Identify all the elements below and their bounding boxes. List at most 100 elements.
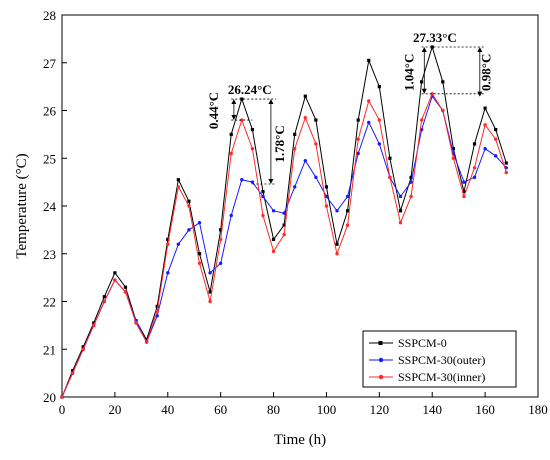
data-point <box>250 128 254 132</box>
data-point <box>356 137 360 141</box>
data-point <box>483 147 487 151</box>
series-2 <box>60 92 508 399</box>
data-point <box>504 170 508 175</box>
data-point <box>166 242 170 246</box>
y-tick-label: 28 <box>43 8 56 23</box>
data-point <box>388 156 392 160</box>
legend-label: SSPCM-30(outer) <box>398 353 485 367</box>
data-point <box>472 142 477 146</box>
annotation-arrowhead <box>477 91 483 97</box>
annotation-label: 0.44°C <box>206 92 221 129</box>
data-point <box>493 154 498 158</box>
data-point <box>123 285 128 289</box>
data-point <box>261 190 265 194</box>
data-point <box>208 290 212 294</box>
y-tick-label: 25 <box>43 151 56 166</box>
data-point <box>271 249 276 254</box>
data-point <box>462 194 466 199</box>
legend-marker <box>378 357 384 363</box>
data-point <box>229 151 233 156</box>
data-point <box>367 120 371 125</box>
data-point <box>303 115 307 120</box>
data-point <box>367 99 371 103</box>
data-point <box>282 232 286 237</box>
x-axis-label: Time (h) <box>274 432 326 448</box>
data-point <box>250 147 255 151</box>
data-point <box>113 278 117 282</box>
data-point <box>60 395 64 399</box>
data-point <box>430 92 434 96</box>
data-point <box>240 118 244 122</box>
data-point <box>483 123 487 127</box>
data-point <box>261 194 265 199</box>
data-point <box>197 221 202 225</box>
data-point <box>314 118 318 122</box>
y-axis-label: Temperature (°C) <box>14 153 30 258</box>
data-point <box>208 299 212 304</box>
annotation-arrowhead <box>268 179 274 185</box>
annotation-label: 27.33°C <box>413 30 457 45</box>
data-point <box>483 106 487 110</box>
data-point <box>155 309 159 313</box>
data-point <box>451 147 455 151</box>
data-point <box>398 194 403 199</box>
data-point <box>92 323 96 328</box>
data-point <box>176 178 180 182</box>
x-tick-label: 80 <box>267 402 280 417</box>
axis-ticks: 0 20 40 60 80 100 120 140 160 1802021222324252627… <box>43 8 548 417</box>
data-point <box>314 175 318 180</box>
data-point <box>218 237 223 242</box>
data-point <box>166 271 170 275</box>
data-point <box>229 213 233 218</box>
data-point <box>441 80 445 84</box>
legend-label: SSPCM-30(inner) <box>398 370 485 384</box>
data-point <box>377 118 382 122</box>
data-point <box>197 261 202 265</box>
x-tick-label: 40 <box>161 402 174 417</box>
data-point <box>219 228 223 232</box>
data-point <box>335 252 339 256</box>
x-tick-label: 140 <box>422 402 442 417</box>
y-tick-label: 23 <box>43 247 56 262</box>
data-point <box>261 213 265 218</box>
data-point <box>70 371 75 375</box>
data-point <box>81 345 85 349</box>
data-point <box>293 147 297 151</box>
data-point <box>293 132 297 136</box>
data-point <box>377 142 382 146</box>
data-point <box>92 321 96 325</box>
data-series <box>60 45 508 399</box>
data-point <box>356 151 360 156</box>
data-point <box>494 128 498 132</box>
annotation-arrowhead <box>421 88 427 94</box>
annotation-label: 1.04°C <box>402 54 417 91</box>
data-point <box>462 190 466 194</box>
data-point <box>303 94 307 98</box>
data-point <box>144 340 149 344</box>
data-point <box>345 223 350 227</box>
data-point <box>134 321 138 325</box>
data-point <box>250 180 255 184</box>
data-point <box>293 185 297 189</box>
data-point <box>187 199 191 203</box>
data-point <box>240 97 244 101</box>
data-point <box>504 161 508 165</box>
data-point <box>377 85 381 89</box>
data-point <box>419 118 424 122</box>
data-point <box>176 242 181 246</box>
data-point <box>187 228 191 232</box>
data-point <box>314 142 318 146</box>
annotation-arrowhead <box>231 99 237 105</box>
y-tick-label: 22 <box>43 295 56 310</box>
data-point <box>324 194 329 199</box>
x-tick-label: 180 <box>528 402 548 417</box>
annotation-label: 0.98°C <box>478 54 493 91</box>
y-tick-label: 21 <box>43 342 56 357</box>
data-point <box>197 252 202 256</box>
data-point <box>240 178 244 182</box>
data-point <box>441 108 445 113</box>
data-point <box>388 175 392 180</box>
data-point <box>271 237 276 242</box>
data-point <box>123 290 128 294</box>
